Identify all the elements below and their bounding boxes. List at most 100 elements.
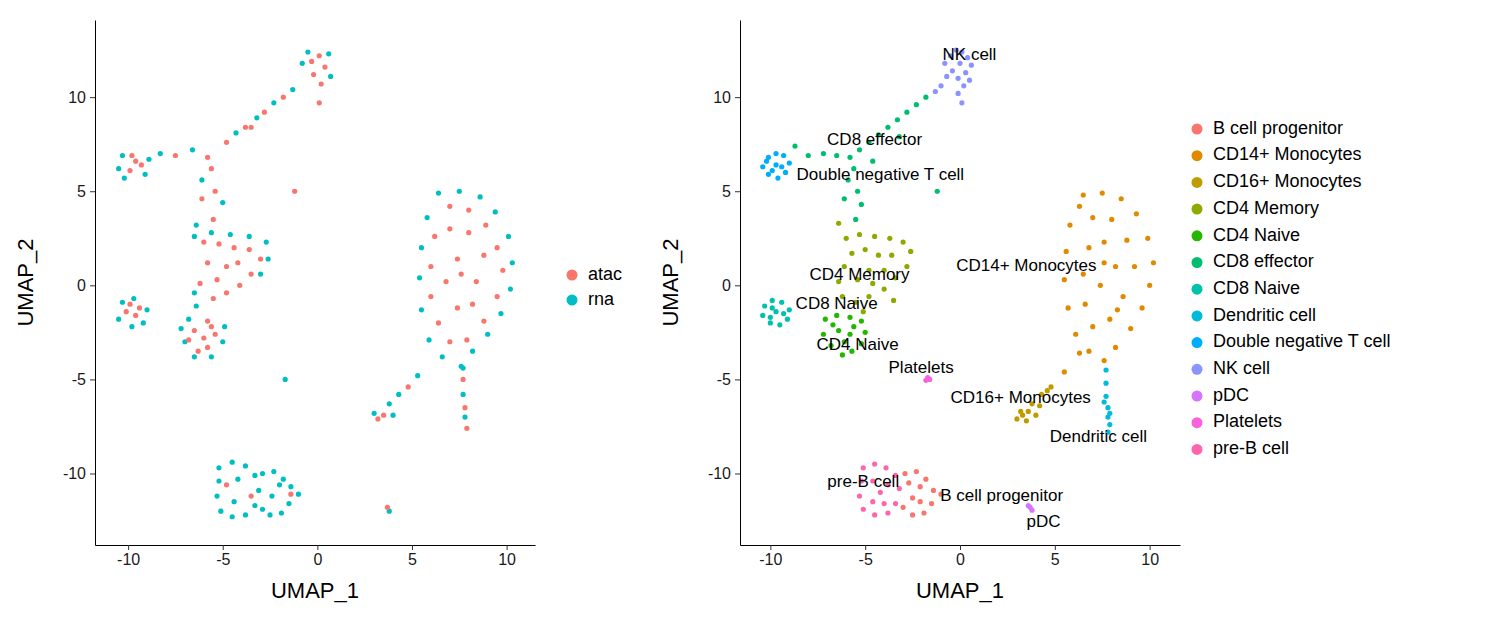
point [447,339,452,344]
legend-key [567,295,578,306]
point [910,512,915,517]
point [895,117,900,122]
point [224,290,229,295]
point [258,271,263,276]
point [891,298,896,303]
point [322,64,327,69]
series-points [116,49,515,519]
point [773,162,778,167]
point [963,70,968,75]
point [288,484,293,489]
point [447,226,452,231]
x-axis-line [96,545,536,546]
point [779,300,784,305]
point [859,318,864,323]
point [1128,326,1133,331]
y-axis-tick-mark [90,379,95,380]
plot-area [760,48,1156,518]
point [961,83,966,88]
legend-key [1192,177,1203,188]
point [885,510,890,515]
x-axis-tick-mark [317,545,318,550]
point [760,313,765,318]
cluster-label: CD8 Naive [796,294,878,313]
panel: -10-50510-10-50510UMAP_1UMAP_2NK cellCD8… [658,21,1390,604]
point [1033,413,1038,418]
point [887,236,892,241]
point [122,175,127,180]
y-axis-tick-label: 5 [722,183,731,200]
point [770,298,775,303]
point [283,377,288,382]
x-axis-tick-label: 0 [313,551,322,568]
point [179,326,184,331]
point [127,302,132,307]
y-axis-tick-mark [735,191,740,192]
x-axis-tick-mark [1150,545,1151,550]
legend-key [1192,364,1203,375]
legend-label: Double negative T cell [1213,331,1390,351]
point [882,501,887,506]
point [1151,260,1156,265]
point [375,416,380,421]
point [129,153,134,158]
point [870,159,875,164]
y-axis-tick-mark [735,473,740,474]
point [428,294,433,299]
point [779,164,784,169]
point [1066,305,1071,310]
point [137,305,142,310]
point [770,168,775,173]
y-axis-tick-mark [90,97,95,98]
point [1064,249,1069,254]
x-axis-tick-label: 10 [1141,551,1159,568]
point [834,153,839,158]
point [224,264,229,269]
point [205,318,210,323]
point [466,207,471,212]
legend-key [567,270,578,281]
point [228,232,233,237]
point [419,307,424,312]
point [787,160,792,165]
point [929,501,934,506]
cluster-label: CD16+ Monocytes [951,388,1091,407]
x-axis-tick: 10 [498,545,516,568]
cluster-label: NK cell [943,45,997,64]
point [1098,283,1103,288]
point [224,140,229,145]
point [1107,411,1112,416]
cluster-label: Dendritic cell [1050,427,1147,446]
point [146,157,151,162]
point [264,239,269,244]
point [230,460,235,465]
point [857,232,862,237]
point [1086,349,1091,354]
series-points [760,298,792,328]
panel: -10-50510-10-50510UMAP_1UMAP_2atacrna [13,21,622,604]
x-axis-tick-label: -10 [759,551,782,568]
x-axis-tick-mark [128,545,129,550]
point [861,507,866,512]
x-axis-tick: 0 [313,545,322,568]
point [311,72,316,77]
y-axis-tick: -5 [717,371,740,388]
point [787,307,792,312]
point [821,151,826,156]
point [459,271,464,276]
point [196,349,201,354]
point [218,509,223,514]
point [1090,215,1095,220]
point [249,271,254,276]
legend-label: B cell progenitor [1213,118,1343,138]
point [950,68,955,73]
point [1077,204,1082,209]
point [319,81,324,86]
point [783,170,788,175]
point [923,477,928,482]
point [462,405,467,410]
point [872,234,877,239]
legend-label: rna [588,289,615,309]
point [1081,192,1086,197]
point [201,335,206,340]
